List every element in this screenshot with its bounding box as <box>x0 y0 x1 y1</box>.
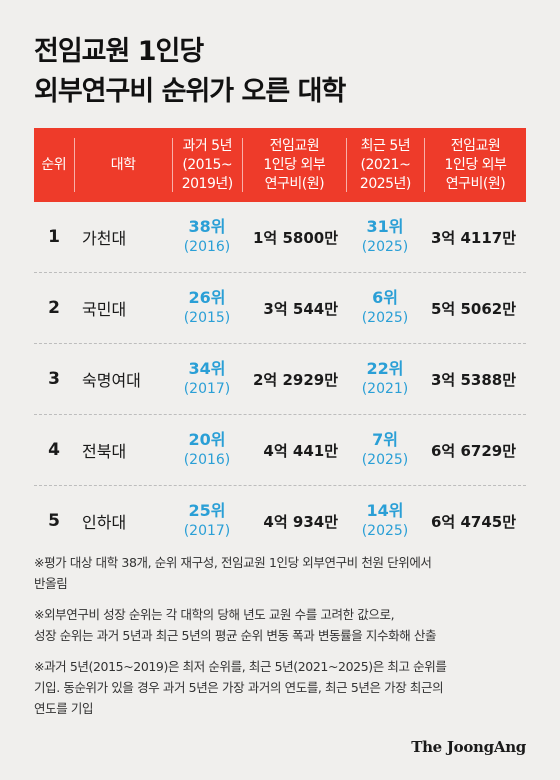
row-past-rank: 25위 (2017) <box>172 501 242 541</box>
past-rank-year: (2016) <box>183 452 231 468</box>
header-divider <box>241 138 243 192</box>
row-past-amount: 2억 2929만 <box>252 370 338 389</box>
footnote-line: 반올림 <box>34 576 68 591</box>
row-recent-amount: 3억 4117만 <box>430 228 516 247</box>
row-recent-rank: 7위 (2025) <box>346 430 424 470</box>
row-recent-amount: 3억 5388만 <box>430 370 516 389</box>
title-line-1: 전임교원 1인당 <box>34 36 204 67</box>
row-past-rank: 20위 (2016) <box>172 430 242 470</box>
page-title: 전임교원 1인당 외부연구비 순위가 오른 대학 <box>34 32 346 112</box>
header-recent-amount-line: 연구비(원) <box>445 175 506 192</box>
past-rank-value: 34위 <box>188 359 226 378</box>
row-recent-rank: 14위 (2025) <box>346 501 424 541</box>
recent-rank-value: 31위 <box>366 217 404 236</box>
row-university: 숙명여대 <box>82 371 141 390</box>
past-rank-year: (2017) <box>183 381 231 397</box>
past-rank-value: 38위 <box>188 217 226 236</box>
row-recent-amount: 6억 6729만 <box>430 441 516 460</box>
past-rank-value: 26위 <box>188 288 226 307</box>
header-divider <box>171 138 173 192</box>
header-rank: 순위 <box>41 156 67 173</box>
header-past-amount-line: 전임교원 <box>269 137 320 154</box>
header-recent-rank-line: 최근 5년 <box>360 137 411 154</box>
footnote-line: 연도를 기입 <box>34 701 94 716</box>
header-divider <box>345 138 347 192</box>
footnote: ※평가 대상 대학 38개, 순위 재구성, 전임교원 1인당 외부연구비 천원… <box>34 552 534 594</box>
table-header: 순위 대학 과거 5년 (2015~ 2019년) 전임교원 1인당 외부 연구… <box>34 128 526 202</box>
row-university: 국민대 <box>82 300 127 319</box>
publisher-logo: The JoongAng <box>411 738 526 756</box>
past-rank-value: 25위 <box>188 501 226 520</box>
recent-rank-value: 22위 <box>366 359 404 378</box>
table-row: 3 숙명여대 34위 (2017) 2억 2929만 22위 (2021) 3억 5388만 <box>34 344 526 415</box>
footnote-line: 기입. 동순위가 있을 경우 과거 5년은 가장 과거의 연도를, 최근 5년은… <box>34 680 444 695</box>
past-rank-year: (2017) <box>183 523 231 539</box>
footnote: ※과거 5년(2015~2019)은 최저 순위를, 최근 5년(2021~20… <box>34 656 534 719</box>
header-divider <box>424 138 425 192</box>
footnote-line: ※과거 5년(2015~2019)은 최저 순위를, 최근 5년(2021~20… <box>34 659 447 674</box>
row-past-rank: 38위 (2016) <box>172 217 242 257</box>
header-past-rank-line: 2019년) <box>181 175 233 192</box>
row-past-rank: 34위 (2017) <box>172 359 242 399</box>
recent-rank-year: (2025) <box>361 310 409 326</box>
row-recent-rank: 22위 (2021) <box>346 359 424 399</box>
row-past-amount: 4억 934만 <box>263 512 338 531</box>
row-university: 인하대 <box>82 513 127 532</box>
footnote-line: ※외부연구비 성장 순위는 각 대학의 당해 년도 교원 수를 고려한 값으로, <box>34 607 395 622</box>
ranking-table: 순위 대학 과거 5년 (2015~ 2019년) 전임교원 1인당 외부 연구… <box>34 128 526 556</box>
header-recent-rank: 최근 5년 (2021~ 2025년) <box>347 137 424 194</box>
row-rank: 1 <box>48 227 60 247</box>
row-past-amount: 3억 544만 <box>263 299 338 318</box>
footnote-line: 성장 순위는 과거 5년과 최근 5년의 평균 순위 변동 폭과 변동률을 지수… <box>34 628 437 643</box>
header-past-amount: 전임교원 1인당 외부 연구비(원) <box>243 137 346 194</box>
header-past-amount-line: 연구비(원) <box>264 175 325 192</box>
row-rank: 4 <box>48 440 60 460</box>
table-row: 5 인하대 25위 (2017) 4억 934만 14위 (2025) 6억 4745만 <box>34 486 526 556</box>
row-university: 전북대 <box>82 442 127 461</box>
header-recent-amount: 전임교원 1인당 외부 연구비(원) <box>425 137 526 194</box>
row-recent-amount: 5억 5062만 <box>430 299 516 318</box>
table-body: 1 가천대 38위 (2016) 1억 5800만 31위 (2025) 3억 4117만 2 국… <box>34 202 526 556</box>
recent-rank-year: (2025) <box>361 452 409 468</box>
footnotes: ※평가 대상 대학 38개, 순위 재구성, 전임교원 1인당 외부연구비 천원… <box>34 552 534 729</box>
recent-rank-year: (2021) <box>361 381 409 397</box>
footnote-line: ※평가 대상 대학 38개, 순위 재구성, 전임교원 1인당 외부연구비 천원… <box>34 555 432 570</box>
header-recent-rank-line: (2021~ <box>360 156 411 173</box>
header-recent-rank-line: 2025년) <box>359 175 411 192</box>
row-past-rank: 26위 (2015) <box>172 288 242 328</box>
row-university: 가천대 <box>82 229 127 248</box>
table-row: 1 가천대 38위 (2016) 1억 5800만 31위 (2025) 3억 4117만 <box>34 202 526 273</box>
table-row: 4 전북대 20위 (2016) 4억 441만 7위 (2025) 6억 6729만 <box>34 415 526 486</box>
past-rank-year: (2016) <box>183 239 231 255</box>
recent-rank-year: (2025) <box>361 239 409 255</box>
header-recent-amount-line: 1인당 외부 <box>444 156 507 173</box>
header-past-rank-line: 과거 5년 <box>182 137 232 154</box>
row-recent-rank: 31위 (2025) <box>346 217 424 257</box>
header-past-amount-line: 1인당 외부 <box>263 156 326 173</box>
row-recent-rank: 6위 (2025) <box>346 288 424 328</box>
row-rank: 3 <box>48 369 60 389</box>
row-recent-amount: 6억 4745만 <box>430 512 516 531</box>
past-rank-year: (2015) <box>183 310 231 326</box>
recent-rank-year: (2025) <box>361 523 409 539</box>
recent-rank-value: 7위 <box>372 430 398 449</box>
header-past-rank: 과거 5년 (2015~ 2019년) <box>173 137 242 194</box>
table-row: 2 국민대 26위 (2015) 3억 544만 6위 (2025) 5억 5062만 <box>34 273 526 344</box>
row-rank: 5 <box>48 511 60 531</box>
footnote: ※외부연구비 성장 순위는 각 대학의 당해 년도 교원 수를 고려한 값으로,… <box>34 604 534 646</box>
row-past-amount: 4억 441만 <box>263 441 338 460</box>
past-rank-value: 20위 <box>188 430 226 449</box>
row-rank: 2 <box>48 298 60 318</box>
header-university: 대학 <box>110 156 136 173</box>
header-past-rank-line: (2015~ <box>182 156 233 173</box>
header-divider <box>73 138 75 192</box>
title-line-2: 외부연구비 순위가 오른 대학 <box>34 76 346 107</box>
header-recent-amount-line: 전임교원 <box>450 137 501 154</box>
row-past-amount: 1억 5800만 <box>252 228 338 247</box>
recent-rank-value: 6위 <box>372 288 398 307</box>
recent-rank-value: 14위 <box>366 501 404 520</box>
